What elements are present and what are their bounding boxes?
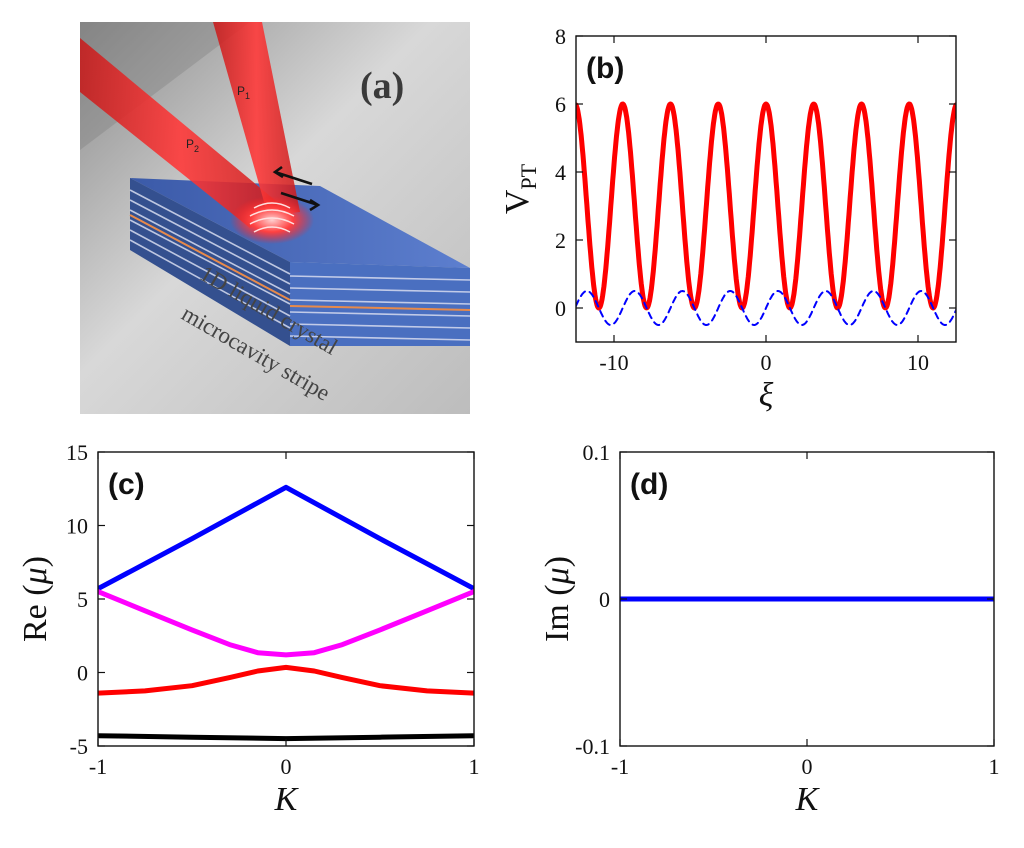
- motion-arrows: [272, 165, 321, 212]
- y-axis-label: Im (μ): [539, 556, 576, 642]
- y-tick-label: 2: [555, 228, 566, 253]
- beam-p2: [80, 38, 282, 228]
- panel-label: (d): [630, 468, 668, 501]
- x-axis-label: ξ: [759, 377, 774, 414]
- panel-a-illustration: P1 P2 (a) 1D liquid crystal microcavity …: [80, 22, 471, 414]
- y-axis-label: Re (μ): [17, 556, 54, 642]
- y-tick-label: 0: [555, 296, 566, 321]
- y-tick-label: 0.1: [583, 440, 611, 465]
- y-tick-label: 5: [77, 587, 88, 612]
- x-axis-label: K: [795, 781, 821, 818]
- y-tick-label: -5: [70, 734, 88, 759]
- x-tick-label: -1: [611, 754, 629, 779]
- y-tick-label: 4: [555, 160, 566, 185]
- x-tick-label: -1: [89, 754, 107, 779]
- beam-p2-label: P2: [186, 137, 199, 154]
- y-tick-label: 6: [555, 92, 566, 117]
- y-axis-label: VPT: [499, 163, 541, 214]
- series-line-3: [98, 664, 474, 696]
- y-tick-label: 8: [555, 24, 566, 49]
- panel-a-label: (a): [360, 65, 404, 107]
- x-tick-label: 1: [469, 754, 480, 779]
- series-line-2: [98, 589, 474, 658]
- panel-label: (c): [108, 468, 145, 501]
- series-line-1: [98, 484, 474, 592]
- laser-spot: [230, 196, 314, 244]
- panel-label: (b): [586, 52, 624, 85]
- series-group: [576, 101, 956, 326]
- y-tick-label: 0: [77, 661, 88, 686]
- x-tick-label: 1: [989, 754, 1000, 779]
- series-group: [98, 484, 474, 742]
- chart-panel-b: -10 0 10 0 2 4 6 8 (b) ξ VPT: [499, 24, 957, 414]
- x-tick-label: 0: [802, 754, 813, 779]
- x-tick-label: -10: [599, 350, 628, 375]
- stripe-layers: [129, 189, 471, 341]
- series-line-1: [576, 101, 956, 311]
- y-tick-label: 10: [66, 514, 88, 539]
- y-tick-label: 0: [599, 587, 610, 612]
- beam-p1-label: P1: [237, 84, 250, 101]
- chart-panel-d: -1 0 1 -0.1 0 0.1 (d) K Im (μ): [539, 440, 1000, 818]
- x-tick-label: 0: [761, 350, 772, 375]
- x-tick-label: 0: [281, 754, 292, 779]
- chart-panel-c: -1 0 1 -5 0 5 10 15 (c) K Re (μ): [17, 440, 480, 818]
- x-tick-label: 10: [907, 350, 929, 375]
- series-line-4: [98, 733, 474, 742]
- stripe-orange-layer: [129, 214, 291, 301]
- series-line-2: [576, 290, 956, 326]
- interference-fringes: [249, 202, 295, 233]
- x-axis-label: K: [274, 781, 300, 818]
- axes-frame: [97, 451, 475, 747]
- y-tick-label: -0.1: [575, 734, 610, 759]
- beam-p1: [213, 22, 300, 216]
- y-tick-label: 15: [66, 440, 88, 465]
